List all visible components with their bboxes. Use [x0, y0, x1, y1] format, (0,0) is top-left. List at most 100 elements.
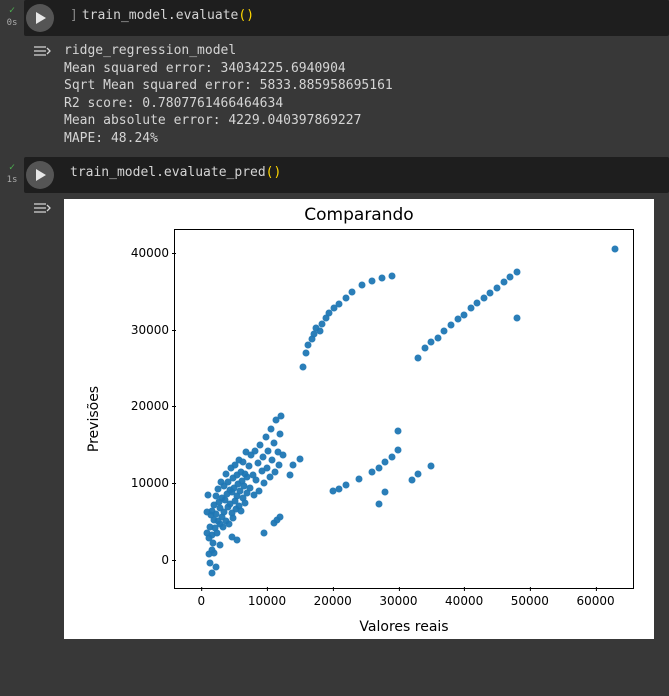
output-gutter — [0, 199, 24, 639]
play-icon — [34, 12, 46, 24]
scatter-point — [278, 412, 285, 419]
scatter-point — [415, 355, 422, 362]
ytick-label: 20000 — [131, 399, 175, 413]
play-icon — [34, 169, 46, 181]
cell-input-row: ] train_model.evaluate() — [24, 0, 669, 36]
scatter-point — [270, 440, 277, 447]
scatter-point — [513, 269, 520, 276]
run-cell-button[interactable] — [26, 4, 54, 32]
exec-time: 1s — [7, 175, 18, 185]
scatter-point — [257, 441, 264, 448]
scatter-point — [428, 339, 435, 346]
scatter-point — [379, 274, 386, 281]
scatter-point — [415, 470, 422, 477]
scatter-point — [264, 464, 271, 471]
cell-output: ridge_regression_model Mean squared erro… — [0, 36, 669, 157]
scatter-point — [254, 460, 261, 467]
scatter-point — [388, 454, 395, 461]
scatter-point — [461, 311, 468, 318]
xtick-label: 0 — [197, 588, 205, 608]
scatter-point — [375, 501, 382, 508]
toggle-output-button[interactable] — [24, 199, 60, 639]
scatter-point — [245, 463, 252, 470]
output-toggle-icon — [33, 201, 51, 215]
ytick-label: 10000 — [131, 476, 175, 490]
scatter-point — [369, 277, 376, 284]
cell-input-row: train_model.evaluate_pred() — [24, 157, 669, 193]
code-line: train_model.evaluate_pred() — [70, 165, 281, 180]
scatter-point — [262, 434, 269, 441]
scatter-point — [209, 570, 216, 577]
scatter-point — [260, 529, 267, 536]
scatter-point — [408, 476, 415, 483]
code-line: train_model.evaluate() — [82, 8, 254, 23]
scatter-point — [388, 273, 395, 280]
scatter-point — [382, 489, 389, 496]
output-text: ridge_regression_model Mean squared erro… — [60, 42, 669, 147]
output-gutter — [0, 42, 24, 147]
scatter-point — [316, 327, 323, 334]
scatter-point — [260, 454, 267, 461]
scatter-chart: Comparando Previsões Valores reais 01000… — [64, 199, 654, 639]
scatter-point — [290, 461, 297, 468]
scatter-point — [238, 507, 245, 514]
scatter-point — [500, 279, 507, 286]
scatter-point — [336, 300, 343, 307]
chart-title: Comparando — [64, 205, 654, 225]
scatter-point — [277, 513, 284, 520]
scatter-point — [279, 452, 286, 459]
scatter-point — [261, 480, 268, 487]
code-input-wrapper: ] train_model.evaluate() — [24, 0, 669, 36]
run-cell-button[interactable] — [26, 161, 54, 189]
exec-time: 0s — [7, 18, 18, 28]
scatter-point — [507, 274, 514, 281]
ytick-label: 0 — [161, 553, 175, 567]
scatter-point — [428, 463, 435, 470]
scatter-point — [441, 328, 448, 335]
cell-gutter: ✓ 0s — [0, 0, 24, 36]
xtick-label: 10000 — [248, 588, 286, 608]
scatter-point — [300, 363, 307, 370]
scatter-point — [204, 509, 211, 516]
code-bracket-icon: ] — [70, 8, 78, 23]
scatter-point — [233, 537, 240, 544]
scatter-point — [214, 529, 221, 536]
scatter-point — [342, 481, 349, 488]
scatter-point — [275, 461, 282, 468]
scatter-point — [252, 447, 259, 454]
toggle-output-button[interactable] — [24, 42, 60, 147]
cell-gutter: ✓ 1s — [0, 157, 24, 193]
code-input[interactable]: train_model.evaluate_pred() — [60, 157, 669, 188]
scatter-point — [467, 305, 474, 312]
scatter-point — [487, 290, 494, 297]
scatter-point — [216, 542, 223, 549]
scatter-point — [287, 472, 294, 479]
scatter-point — [369, 469, 376, 476]
code-input[interactable]: ] train_model.evaluate() — [60, 0, 669, 31]
scatter-point — [267, 426, 274, 433]
scatter-point — [204, 491, 211, 498]
scatter-point — [212, 564, 219, 571]
xtick-label: 30000 — [379, 588, 417, 608]
output-toggle-icon — [33, 44, 51, 58]
exec-status-check: ✓ — [9, 6, 15, 16]
scatter-point — [271, 469, 278, 476]
scatter-point — [277, 431, 284, 438]
chart-xlabel: Valores reais — [174, 619, 634, 635]
scatter-point — [474, 300, 481, 307]
scatter-point — [421, 345, 428, 352]
scatter-point — [395, 427, 402, 434]
scatter-point — [382, 458, 389, 465]
scatter-point — [356, 476, 363, 483]
scatter-point — [265, 447, 272, 454]
cell-output: Comparando Previsões Valores reais 01000… — [0, 193, 669, 649]
xtick-label: 40000 — [445, 588, 483, 608]
chart-output: Comparando Previsões Valores reais 01000… — [60, 199, 654, 639]
scatter-point — [305, 342, 312, 349]
scatter-point — [375, 464, 382, 471]
notebook-cell: ✓ 0s ] train_model.evaluate() — [0, 0, 669, 36]
scatter-point — [230, 515, 237, 522]
scatter-point — [448, 322, 455, 329]
ytick-label: 30000 — [131, 323, 175, 337]
scatter-point — [256, 487, 263, 494]
